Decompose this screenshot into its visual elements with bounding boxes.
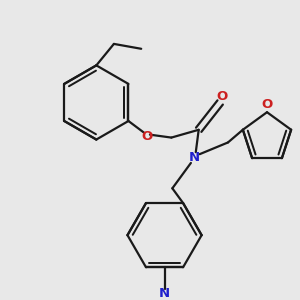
- Text: O: O: [261, 98, 273, 111]
- Text: O: O: [217, 90, 228, 103]
- Text: N: N: [159, 287, 170, 300]
- Text: N: N: [188, 151, 200, 164]
- Text: O: O: [141, 130, 153, 143]
